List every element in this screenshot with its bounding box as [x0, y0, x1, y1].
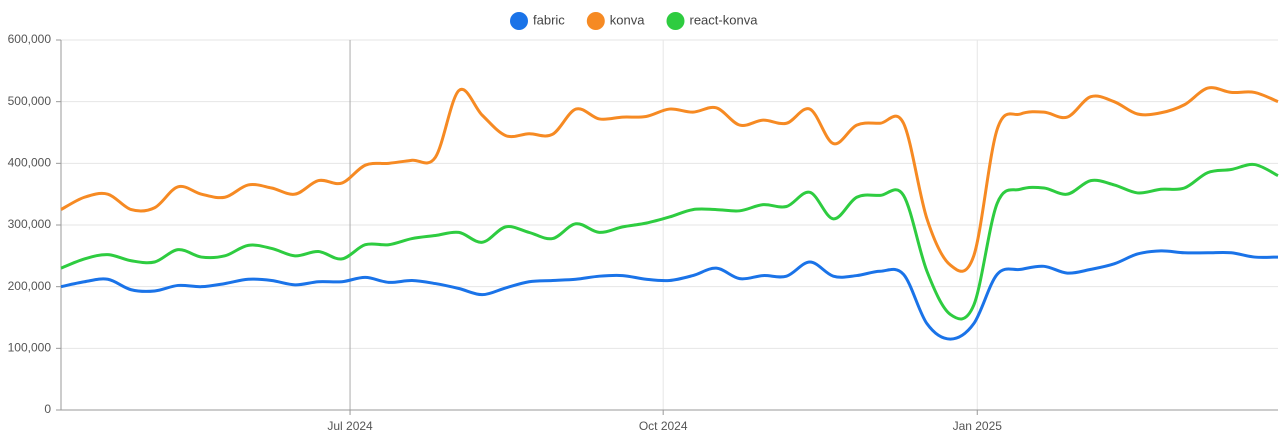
- legend-label: konva: [610, 12, 645, 27]
- legend-swatch: [666, 12, 685, 30]
- y-tick-label: 600,000: [8, 32, 52, 46]
- line: [60, 162, 1279, 321]
- legend-label: fabric: [533, 12, 565, 27]
- x-tick-label: Oct 2024: [639, 419, 688, 433]
- y-tick-label: 0: [44, 402, 51, 416]
- y-tick-label: 400,000: [8, 156, 52, 170]
- y-tick-label: 300,000: [8, 217, 52, 231]
- legend-swatch: [586, 12, 605, 30]
- line: [60, 249, 1279, 341]
- legend-swatch: [510, 12, 528, 30]
- line: [60, 86, 1279, 273]
- y-tick-label: 200,000: [8, 279, 52, 293]
- y-tick-label: 500,000: [8, 94, 52, 108]
- legend-label: react-konva: [690, 12, 759, 27]
- y-tick-label: 100,000: [8, 341, 52, 355]
- x-tick-label: Jul 2024: [327, 419, 373, 433]
- legend: fabric konva react-konva: [510, 12, 758, 30]
- x-tick-label: Jan 2025: [953, 419, 1003, 433]
